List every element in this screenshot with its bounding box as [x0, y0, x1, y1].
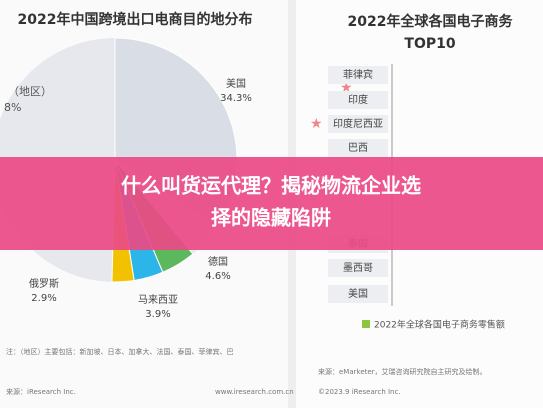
- partial-label: 8%: [4, 101, 21, 114]
- left-source: 来源：iResearch Inc.: [6, 387, 76, 396]
- slice-name: 马来西亚: [138, 294, 178, 306]
- slice-name: 德国: [208, 255, 228, 268]
- category-box: [328, 259, 388, 277]
- category-label: 菲律宾: [343, 68, 373, 81]
- partial-label: （地区）: [8, 85, 52, 98]
- category-box: [328, 139, 388, 157]
- category-box: [328, 91, 388, 109]
- category-label: 印度: [348, 93, 368, 106]
- category-box: [328, 66, 388, 84]
- banner-line: 择的隐藏陷阱: [211, 206, 331, 230]
- left-note: 注：（地区）主要包括：新加坡、日本、加拿大、法国、泰国、菲律宾、巴: [6, 347, 234, 356]
- category-label: 美国: [348, 287, 368, 300]
- category-box: [328, 285, 388, 303]
- left-site: www.iresearch.com.cn: [215, 388, 294, 396]
- slice-name: 美国: [226, 77, 246, 90]
- category-label: 墨西哥: [343, 262, 373, 274]
- right-subtitle: TOP10: [404, 36, 455, 52]
- left-title: 2022年中国跨境出口电商目的地分布: [18, 11, 253, 28]
- slice-value: 34.3%: [220, 93, 252, 104]
- star: ★: [310, 116, 323, 132]
- category-label: 印度尼西亚: [333, 117, 383, 130]
- right-copyright: ©2023.9 iResearch Inc.: [318, 388, 401, 396]
- slice-value: 2.9%: [31, 293, 56, 304]
- slice-value: 3.9%: [145, 309, 170, 320]
- banner-line: 什么叫货运代理？揭秘物流企业选: [121, 174, 421, 198]
- right-title: 2022年全球各国电子商务: [348, 13, 514, 30]
- legend-swatch: [362, 320, 370, 328]
- category-box: [328, 115, 388, 133]
- legend-label: 2022年全球各国电子商务零售额: [374, 319, 505, 331]
- right-source: 来源：eMarketer，艾瑞咨询研究院自主研究及绘制。: [318, 367, 487, 376]
- banner: [0, 157, 543, 250]
- slice-value: 4.6%: [205, 271, 230, 282]
- slice-name: 俄罗斯: [29, 277, 59, 290]
- category-label: 巴西: [348, 142, 368, 154]
